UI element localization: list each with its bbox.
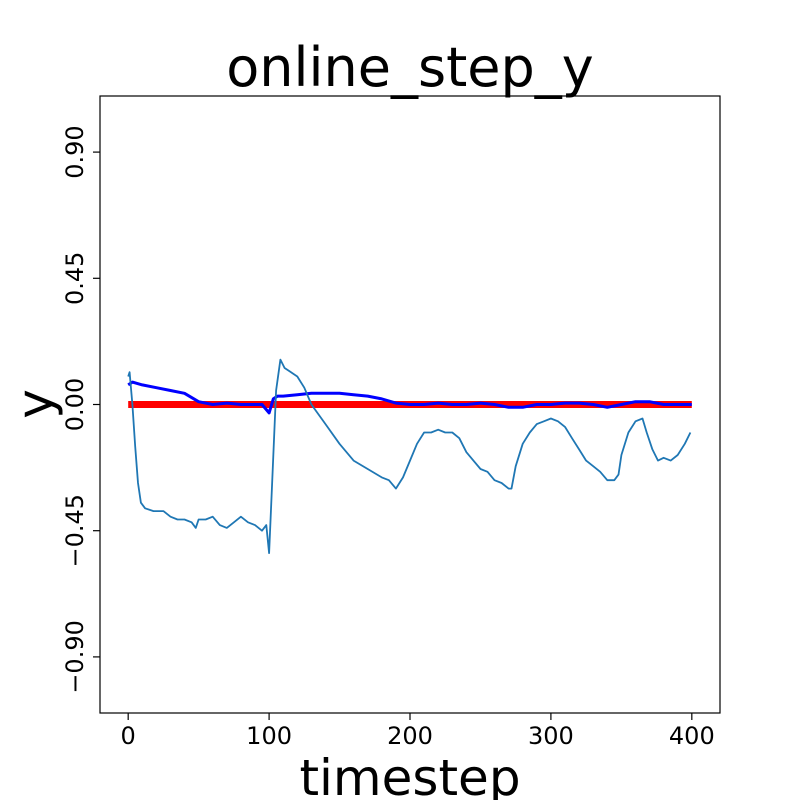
y-axis: 0.90 0.45 0.00 −0.45 −0.90 — [61, 125, 100, 694]
y-tick-label: −0.90 — [61, 620, 89, 694]
x-tick-label: 300 — [528, 722, 574, 750]
x-tick-label: 400 — [669, 722, 715, 750]
x-tick-label: 200 — [387, 722, 433, 750]
y-tick-label: 0.90 — [61, 125, 89, 178]
y-axis-label: y — [6, 389, 64, 419]
series-layer — [127, 358, 692, 554]
chart-title: online_step_y — [226, 36, 593, 99]
x-axis: 0 100 200 300 400 — [121, 713, 715, 750]
x-tick-label: 100 — [246, 722, 292, 750]
x-tick-label: 0 — [121, 722, 136, 750]
y-tick-label: 0.00 — [61, 378, 89, 431]
series-line-2 — [127, 380, 692, 415]
series-line-3 — [127, 358, 692, 554]
y-tick-label: 0.45 — [61, 252, 89, 305]
y-tick-label: −0.45 — [61, 494, 89, 568]
x-axis-label: timestep — [299, 749, 520, 800]
